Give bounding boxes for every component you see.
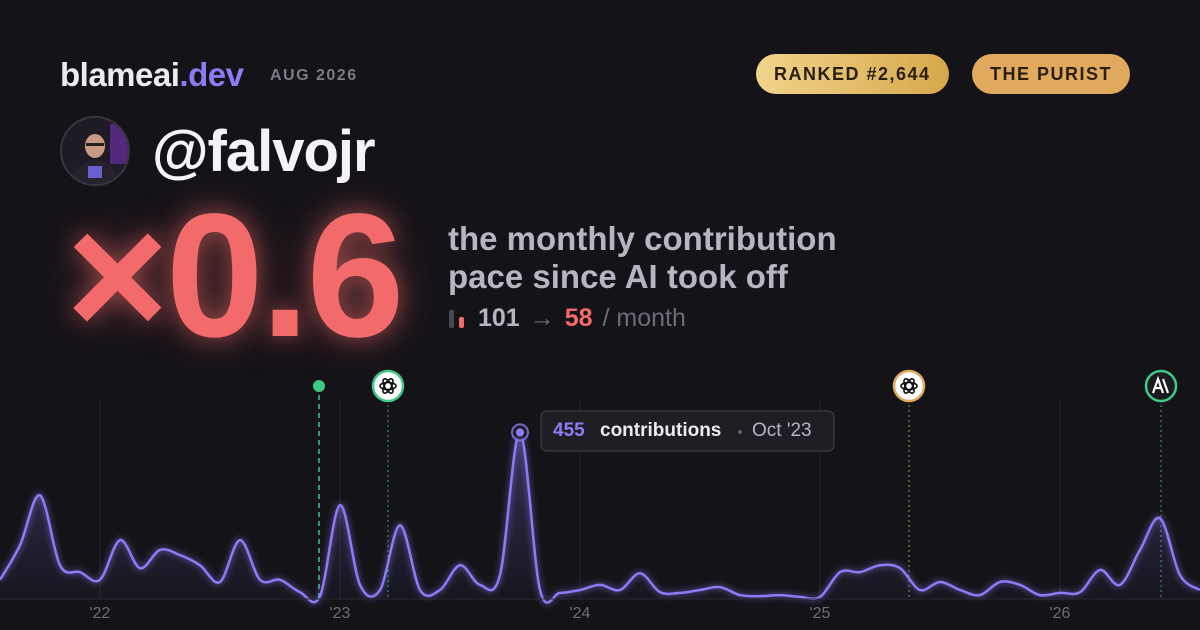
- x-tick-label: '24: [570, 605, 591, 622]
- line: [0, 431, 1200, 604]
- brand[interactable]: blameai.dev: [60, 56, 244, 94]
- pace: 101 → 58 / month: [448, 304, 686, 333]
- tooltip-date: Oct '23: [752, 420, 812, 441]
- event-dot: [313, 380, 325, 392]
- tooltip: 455 contributions Oct '23: [540, 410, 835, 452]
- caption-line: the monthly contribution: [448, 220, 837, 257]
- event-icon[interactable]: [1144, 369, 1178, 403]
- tooltip-value: 455: [553, 420, 585, 441]
- tooltip-label: contributions: [600, 420, 721, 441]
- x-tick-label: '26: [1050, 605, 1071, 622]
- chart: 455 contributions Oct '23 '22 '23 '24 '25 '2…: [0, 369, 1200, 622]
- pace-before: 101: [478, 304, 520, 332]
- pace-arrow: →: [529, 304, 555, 332]
- x-tick-label: '25: [810, 605, 831, 622]
- highlight-point: [516, 428, 524, 437]
- avatar: [60, 116, 130, 186]
- caption-line: pace since AI took off: [448, 258, 788, 295]
- handle: @falvojr: [152, 119, 376, 184]
- pace-after: 58: [564, 304, 593, 332]
- pace-icon: [449, 309, 464, 328]
- brand-name: blameai: [60, 56, 180, 93]
- multiplier: ×0.6: [66, 178, 404, 374]
- persona-badge: THE PURIST: [972, 54, 1131, 94]
- x-tick-label: '22: [90, 605, 111, 622]
- period: AUG 2026: [270, 67, 358, 84]
- pace-unit: / month: [602, 304, 686, 332]
- area: [0, 432, 1200, 603]
- x-tick-label: '23: [330, 605, 351, 622]
- brand-suffix: .dev: [179, 56, 244, 93]
- event-icon[interactable]: [892, 369, 926, 403]
- rank-badge: RANKED #2,644: [756, 54, 949, 94]
- event-icon[interactable]: [371, 369, 405, 403]
